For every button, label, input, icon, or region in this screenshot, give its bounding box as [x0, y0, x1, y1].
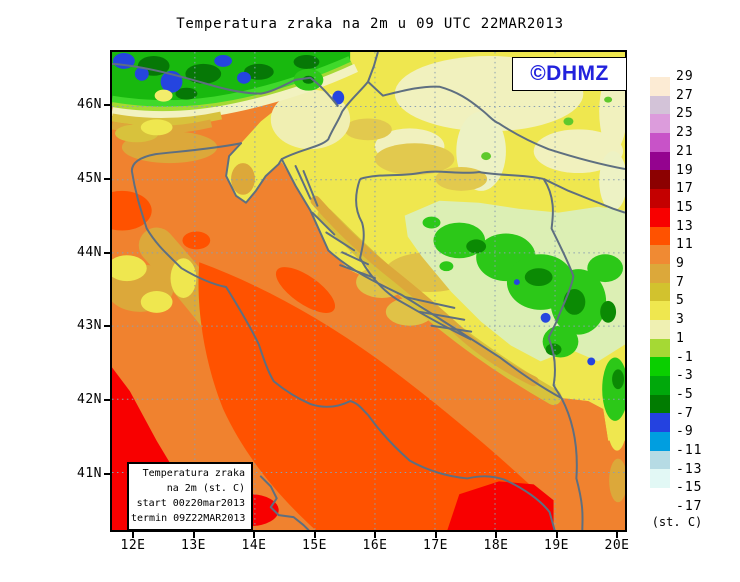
- legend-label: 19: [676, 162, 694, 178]
- lon-tick-mark: [616, 532, 618, 538]
- legend-label: -9: [676, 424, 694, 440]
- legend-swatch: [650, 189, 670, 208]
- lat-tick-mark: [104, 251, 110, 254]
- legend-swatch: [650, 245, 670, 264]
- legend-label: 11: [676, 237, 694, 253]
- legend-swatch: [650, 394, 670, 414]
- legend-swatch: [650, 357, 670, 376]
- lon-tick-mark: [192, 532, 195, 538]
- legend-label: 15: [676, 199, 694, 215]
- legend-swatch: [650, 282, 670, 302]
- legend-swatch: [650, 114, 670, 134]
- lon-tick-mark: [132, 532, 134, 538]
- country-borders: [112, 52, 625, 399]
- legend-label: 27: [676, 87, 694, 103]
- legend-label: 29: [676, 69, 694, 84]
- graticule: [112, 52, 625, 530]
- watermark-box: ©DHMZ: [512, 57, 627, 91]
- lon-tick-label: 19E: [544, 538, 569, 553]
- legend-swatch: [650, 469, 670, 489]
- lon-tick-label: 13E: [181, 538, 206, 553]
- legend-swatch: [650, 170, 670, 190]
- lat-tick-label: 43N: [77, 318, 102, 334]
- lat-tick-mark: [104, 473, 110, 475]
- legend-label: -17: [676, 499, 703, 515]
- page-title: Temperatura zraka na 2m u 09 UTC 22MAR20…: [176, 16, 564, 32]
- lat-tick-label: 42N: [77, 392, 102, 408]
- lat-tick-mark: [104, 104, 110, 106]
- temperature-map: [112, 52, 625, 530]
- map-frame: [110, 50, 627, 532]
- lat-tick-mark: [104, 325, 110, 328]
- legend-swatch: [650, 338, 670, 358]
- legend-label: 3: [676, 312, 685, 328]
- lon-tick-mark: [434, 532, 437, 538]
- legend-label: -3: [676, 368, 694, 384]
- info-line-start: start 00z20mar2013: [136, 498, 245, 509]
- lon-tick-mark: [555, 532, 558, 538]
- legend-label: 21: [676, 143, 694, 159]
- lat-tick-label: 44N: [77, 244, 102, 260]
- legend-swatch: [650, 151, 670, 171]
- legend-swatch: [650, 226, 670, 246]
- legend-label: 7: [676, 274, 685, 290]
- islands: [294, 165, 473, 333]
- po-valley-patches: [112, 119, 255, 313]
- lat-tick-label: 45N: [77, 170, 102, 186]
- legend-swatch: [650, 432, 670, 451]
- run-info-box: Temperatura zraka na 2m (st. C) start 00…: [127, 462, 253, 531]
- legend-label: 23: [676, 125, 694, 141]
- legend-swatch: [650, 301, 670, 320]
- legend-labels: 29 27 25 23 21 19 17 15 13 11 9 7 5 3 1 -1 -3 -5 -7 -9 -11 -1…: [676, 69, 726, 517]
- legend-label: 13: [676, 218, 694, 234]
- legend-swatch-column: [650, 77, 670, 507]
- legend-label: -13: [676, 461, 703, 477]
- lat-tick-mark: [104, 177, 110, 180]
- lon-tick-label: 12E: [120, 538, 146, 553]
- legend-swatch: [650, 488, 670, 507]
- lat-tick-mark: [104, 399, 110, 402]
- lat-tick-label: 46N: [77, 97, 102, 112]
- info-line-termin: termin 09Z22MAR2013: [131, 513, 246, 524]
- legend-label: 25: [676, 106, 694, 122]
- legend-swatch: [650, 319, 670, 339]
- lon-tick-mark: [313, 532, 316, 538]
- legend-label: 5: [676, 293, 685, 309]
- dhmz-logo: ©DHMZ: [530, 62, 609, 85]
- legend-label: -5: [676, 386, 694, 402]
- legend-label: -15: [676, 480, 703, 496]
- lon-tick-mark: [253, 532, 255, 538]
- lon-tick-label: 18E: [483, 538, 509, 553]
- lon-tick-label: 16E: [362, 538, 388, 553]
- lon-tick-label: 20E: [604, 538, 630, 553]
- lon-tick-mark: [495, 532, 497, 538]
- lon-tick-label: 14E: [241, 538, 267, 553]
- legend-swatch: [650, 95, 670, 115]
- legend-label: -7: [676, 405, 694, 421]
- legend-swatch: [650, 207, 670, 227]
- coastlines: [130, 142, 584, 530]
- legend-swatch: [650, 413, 670, 433]
- lon-tick-label: 15E: [302, 538, 327, 553]
- legend-swatch: [650, 133, 670, 152]
- legend-label: 9: [676, 256, 685, 271]
- legend-label: 1: [676, 330, 685, 346]
- adriatic-warm-band: [112, 190, 552, 530]
- lat-tick-label: 41N: [77, 466, 102, 481]
- lon-tick-mark: [374, 532, 376, 538]
- legend-label: -1: [676, 349, 694, 365]
- info-line-variable: Temperatura zraka: [142, 468, 245, 479]
- legend-label: -11: [676, 443, 703, 458]
- info-line-level: na 2m (st. C): [166, 483, 245, 494]
- legend-swatch: [650, 77, 670, 96]
- legend-swatch: [650, 263, 670, 283]
- legend-swatch: [650, 376, 670, 395]
- legend-unit-label: (st. C): [651, 515, 703, 529]
- legend-label: 17: [676, 181, 694, 197]
- lon-tick-label: 17E: [423, 538, 448, 553]
- legend-swatch: [650, 450, 670, 470]
